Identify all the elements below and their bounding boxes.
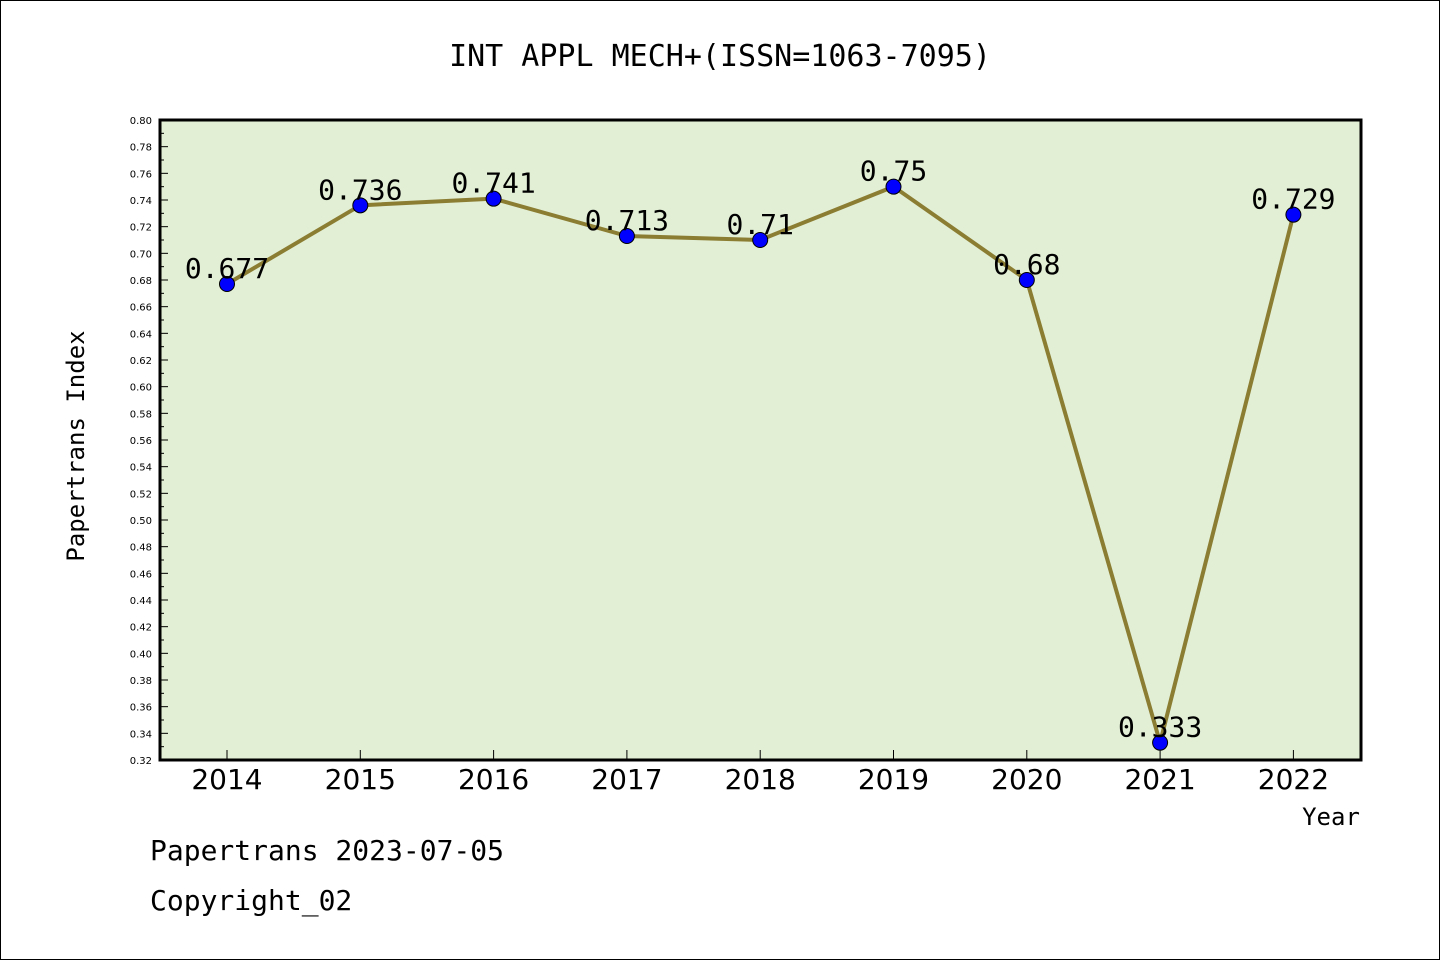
y-tick-label: 0.66	[130, 303, 152, 314]
x-tick-label: 2017	[591, 763, 662, 796]
x-axis-label: Year	[1302, 803, 1360, 831]
y-tick-label: 0.80	[130, 116, 152, 127]
y-tick-label: 0.34	[130, 729, 152, 740]
data-point	[1018, 272, 1035, 288]
y-tick-label: 0.46	[130, 569, 152, 580]
x-tick-label: 2020	[991, 763, 1062, 796]
data-label: 0.75	[860, 155, 927, 188]
data-point	[1152, 734, 1169, 751]
x-tick-label: 2022	[1258, 763, 1329, 796]
data-label: 0.71	[726, 208, 793, 241]
plot-border	[158, 118, 1363, 762]
data-point	[752, 232, 769, 248]
data-point	[1285, 206, 1302, 223]
y-tick-label: 0.62	[130, 356, 152, 367]
data-label: 0.736	[318, 173, 402, 206]
data-point	[352, 197, 369, 214]
y-tick-label: 0.70	[130, 249, 152, 260]
y-tick-label: 0.40	[130, 649, 152, 660]
y-tick-label: 0.32	[130, 756, 152, 767]
data-label: 0.333	[1118, 711, 1202, 744]
data-point	[618, 228, 635, 244]
data-point	[885, 178, 902, 195]
y-tick-label: 0.48	[130, 543, 152, 554]
data-label: 0.741	[451, 167, 535, 200]
x-tick-label: 2015	[325, 763, 396, 796]
data-label: 0.729	[1251, 183, 1335, 216]
plot-area	[160, 120, 1361, 760]
y-tick-label: 0.44	[130, 596, 152, 607]
x-tick-label: 2019	[858, 763, 929, 796]
y-tick-label: 0.52	[130, 489, 152, 500]
data-point	[219, 276, 235, 292]
y-tick-label: 0.68	[130, 276, 152, 287]
y-tick-label: 0.36	[130, 703, 152, 714]
y-tick-label: 0.60	[130, 383, 152, 394]
y-tick-label: 0.78	[130, 143, 152, 154]
y-tick-label: 0.54	[130, 463, 152, 474]
y-axis-label: Papertrans Index	[62, 330, 90, 561]
x-tick-label: 2021	[1124, 763, 1195, 796]
data-point	[485, 190, 502, 207]
x-tick-label: 2014	[191, 763, 262, 796]
y-tick-label: 0.58	[130, 409, 152, 420]
y-tick-label: 0.76	[130, 169, 152, 180]
data-label: 0.677	[185, 252, 269, 285]
y-tick-label: 0.42	[130, 623, 152, 634]
footer-date: Papertrans 2023-07-05	[150, 834, 505, 867]
y-tick-label: 0.64	[130, 329, 152, 340]
y-tick-label: 0.72	[130, 223, 152, 234]
y-tick-label: 0.56	[130, 436, 152, 447]
y-tick-label: 0.50	[130, 516, 152, 527]
chart-title: INT APPL MECH+(ISSN=1063-7095)	[449, 39, 991, 74]
y-tick-label: 0.38	[130, 676, 152, 687]
x-tick-label: 2016	[458, 763, 529, 796]
data-label: 0.68	[993, 248, 1060, 281]
footer-copyright: Copyright_02	[150, 884, 353, 917]
y-tick-label: 0.74	[130, 196, 152, 207]
data-label: 0.713	[585, 204, 669, 237]
x-tick-label: 2018	[725, 763, 796, 796]
